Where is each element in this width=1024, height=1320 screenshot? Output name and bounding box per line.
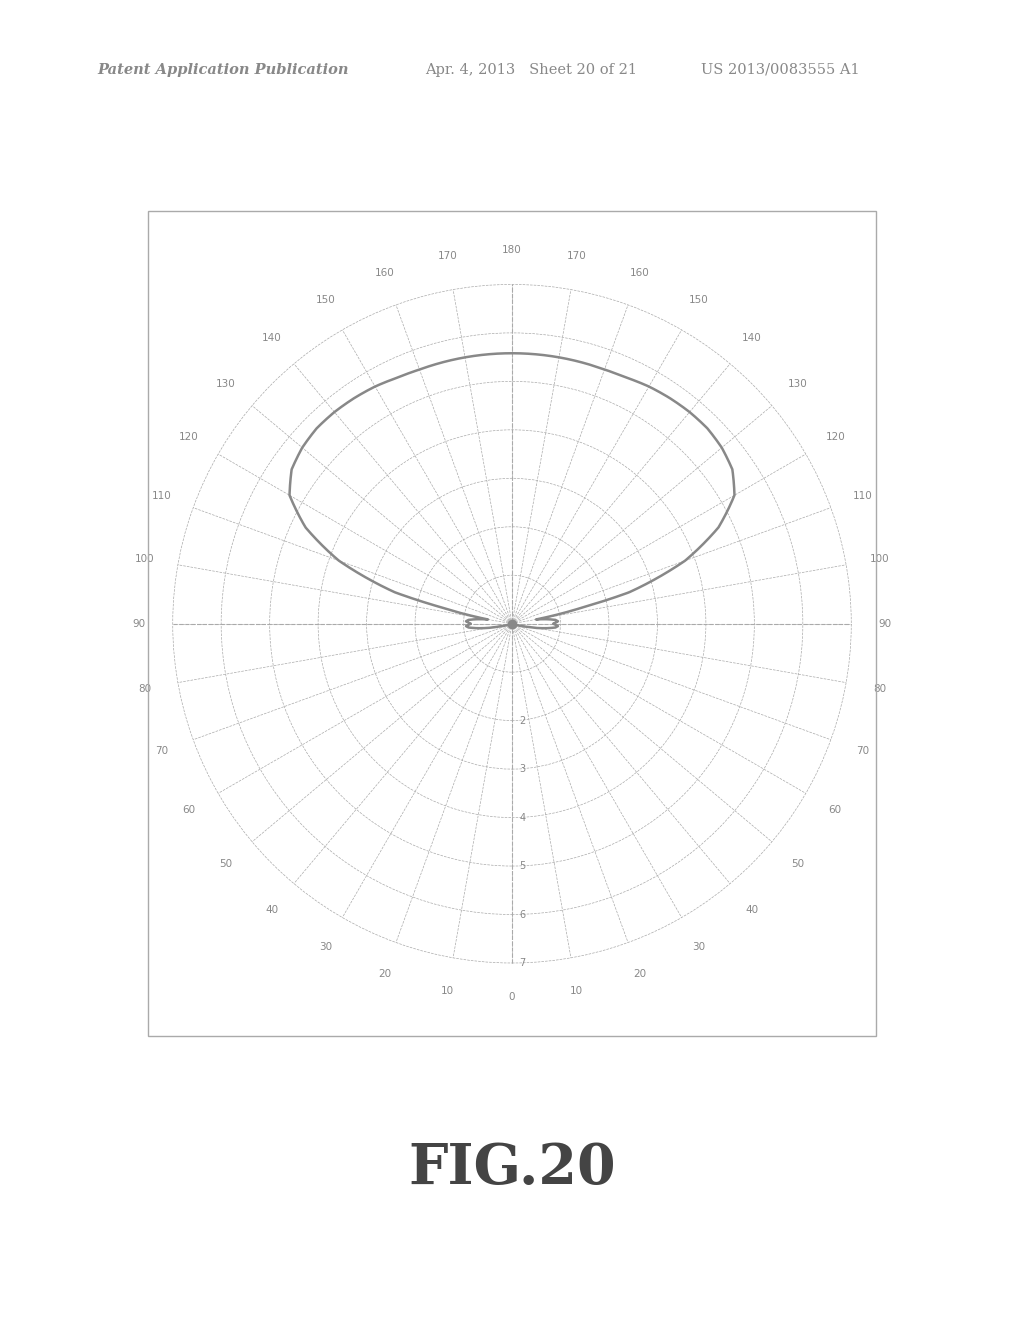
Text: 20: 20 [378,969,391,979]
Text: 130: 130 [216,379,236,389]
Text: 80: 80 [873,684,886,693]
Text: 170: 170 [567,251,587,261]
Text: 6: 6 [519,909,525,920]
Text: 120: 120 [825,432,845,442]
Text: 110: 110 [853,491,872,502]
Text: 2: 2 [519,715,525,726]
Text: 5: 5 [519,861,525,871]
Text: 140: 140 [742,333,762,343]
Text: 90: 90 [132,619,145,628]
Text: 140: 140 [262,333,282,343]
Text: 30: 30 [692,942,706,952]
Text: FIG.20: FIG.20 [409,1140,615,1196]
Text: 10: 10 [570,986,584,997]
Text: 70: 70 [155,746,168,756]
Text: 60: 60 [828,805,842,816]
Text: 160: 160 [375,268,394,279]
Text: 170: 170 [437,251,457,261]
Text: 160: 160 [630,268,649,279]
Text: 10: 10 [440,986,454,997]
Text: 50: 50 [219,858,232,869]
Text: US 2013/0083555 A1: US 2013/0083555 A1 [701,63,860,77]
Text: 7: 7 [519,958,525,968]
Text: 50: 50 [792,858,805,869]
Text: 4: 4 [519,813,525,822]
Text: 70: 70 [856,746,869,756]
Text: 20: 20 [633,969,646,979]
Text: 40: 40 [745,904,759,915]
Text: Patent Application Publication: Patent Application Publication [97,63,349,77]
Text: 100: 100 [869,554,890,564]
Text: 150: 150 [315,296,335,305]
Text: 3: 3 [519,764,525,774]
Text: 120: 120 [179,432,199,442]
Text: 40: 40 [265,904,279,915]
Text: 100: 100 [134,554,155,564]
Text: 130: 130 [788,379,808,389]
Text: 0: 0 [509,991,515,1002]
Text: 30: 30 [318,942,332,952]
Text: 60: 60 [182,805,196,816]
Text: 90: 90 [879,619,892,628]
Text: 110: 110 [152,491,171,502]
Text: 150: 150 [689,296,709,305]
Text: 80: 80 [138,684,151,693]
Text: 180: 180 [502,246,522,256]
Text: Apr. 4, 2013   Sheet 20 of 21: Apr. 4, 2013 Sheet 20 of 21 [425,63,637,77]
